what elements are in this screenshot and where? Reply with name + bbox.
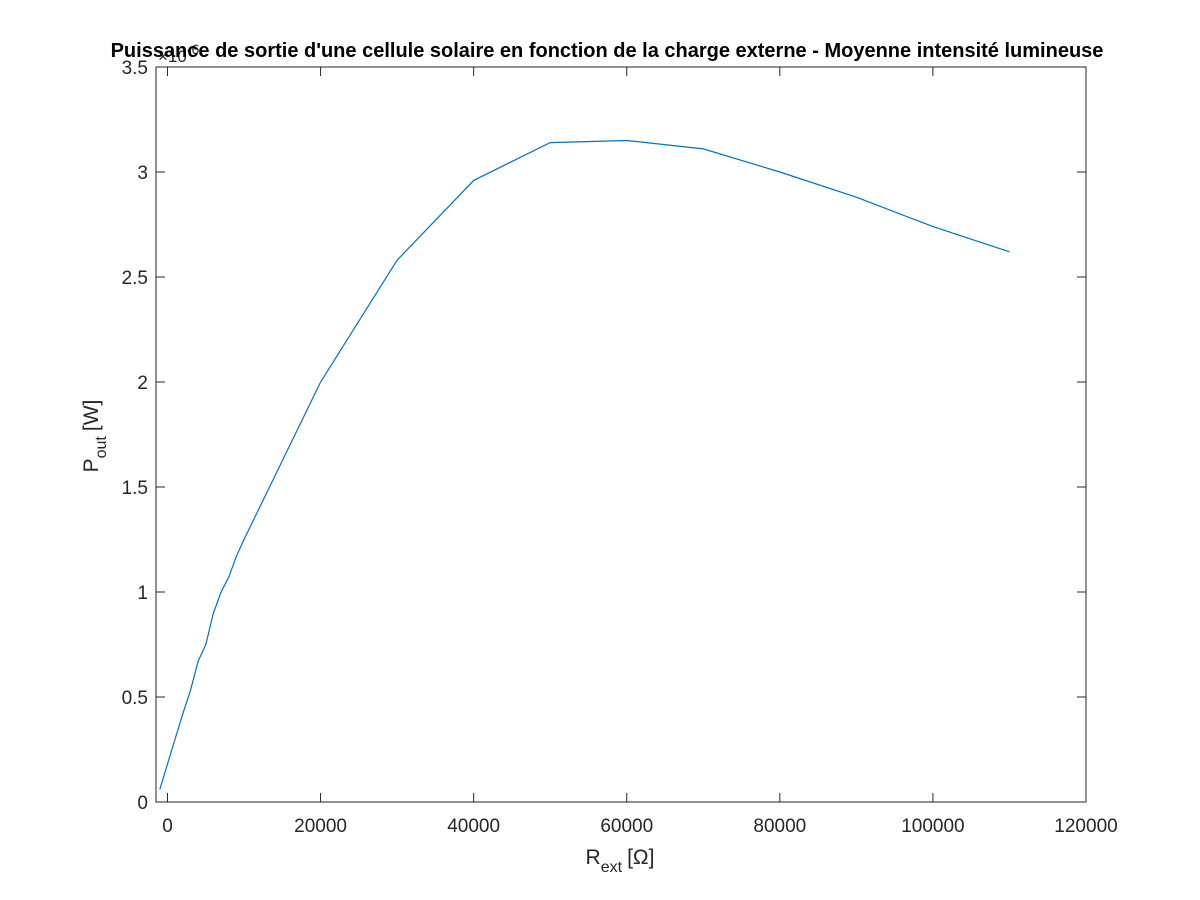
chart-title: Puissance de sortie d'une cellule solair… [111, 40, 1104, 62]
y-tick-label: 3.5 [122, 58, 148, 79]
y-axis-label: Pout [W] [80, 400, 110, 473]
y-axis-label-main: P [80, 458, 103, 472]
y-tick-label: 1 [137, 583, 148, 604]
y-tick-label: 1.5 [122, 478, 148, 499]
x-axis: 0 20000 40000 60000 80000 100000 120000 [162, 67, 1118, 837]
x-tick-label: 60000 [600, 816, 653, 837]
x-axis-label-unit: [Ω] [627, 846, 654, 869]
y-axis-label-sub: out [93, 436, 110, 459]
y-exponent-power: -6 [187, 41, 200, 57]
x-axis-label: Rext [Ω] [586, 846, 655, 876]
x-tick-label: 0 [162, 816, 173, 837]
y-tick-label: 0 [137, 793, 148, 814]
y-tick-label: 2.5 [122, 268, 148, 289]
x-tick-label: 20000 [294, 816, 347, 837]
y-axis: 0 0.5 1 1.5 2 2.5 3 3.5 [122, 58, 1086, 814]
plot-area [155, 66, 1087, 803]
y-tick-label: 0.5 [122, 688, 148, 709]
x-axis-label-main: R [586, 846, 601, 869]
x-tick-label: 80000 [753, 816, 806, 837]
y-exponent: ×10-6 [158, 41, 200, 66]
x-axis-label-sub: ext [601, 859, 623, 876]
series-line [159, 139, 1010, 790]
y-exponent-prefix: ×10 [158, 47, 187, 66]
y-axis-label-unit: [W] [80, 400, 103, 432]
x-tick-label: 40000 [447, 816, 500, 837]
y-tick-label: 2 [137, 373, 148, 394]
y-tick-label: 3 [137, 163, 148, 184]
x-tick-label: 100000 [901, 816, 964, 837]
x-tick-label: 120000 [1054, 816, 1117, 837]
